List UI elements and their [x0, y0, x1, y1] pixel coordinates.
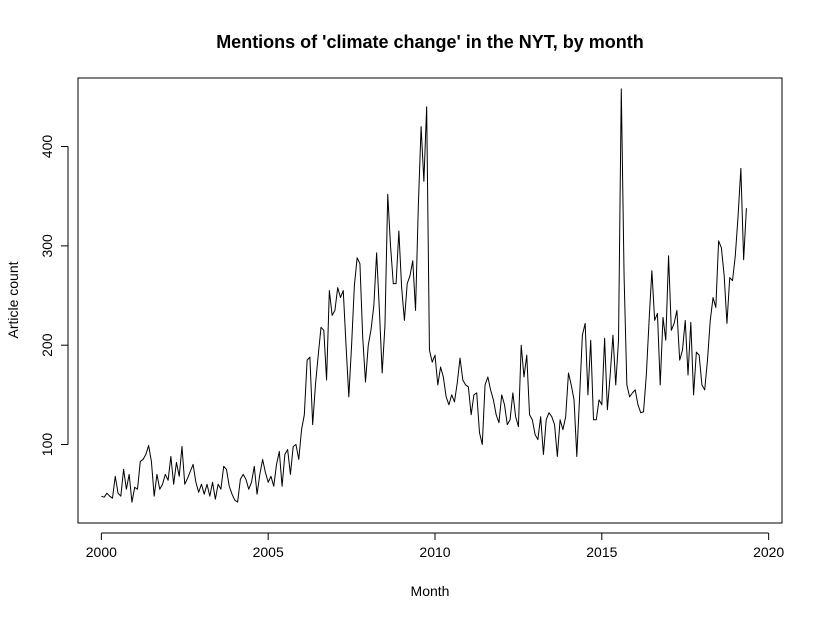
y-tick-label: 400 — [39, 135, 55, 159]
y-tick-label: 300 — [39, 234, 55, 258]
x-tick-label: 2020 — [753, 544, 784, 560]
series-line — [101, 88, 747, 503]
x-tick-label: 2015 — [586, 544, 617, 560]
y-tick-label: 200 — [39, 333, 55, 357]
x-tick-label: 2010 — [419, 544, 450, 560]
x-tick-label: 2000 — [86, 544, 117, 560]
chart-title: Mentions of 'climate change' in the NYT,… — [216, 32, 644, 52]
y-tick-label: 100 — [39, 433, 55, 457]
x-axis: 2000 2005 2010 2015 2020 — [86, 532, 784, 560]
y-axis: 100 200 300 400 — [39, 135, 69, 457]
x-axis-label: Month — [411, 583, 450, 599]
y-axis-label: Article count — [5, 261, 21, 338]
x-tick-label: 2005 — [253, 544, 284, 560]
plot-frame — [77, 77, 783, 524]
